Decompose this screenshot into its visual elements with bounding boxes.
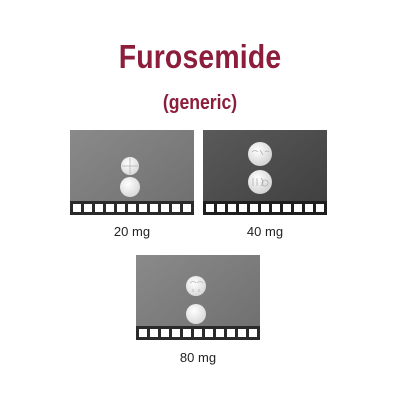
drug-subtitle: (generic) <box>24 92 376 115</box>
tablet-caption-40mg: 40 mg <box>203 224 327 239</box>
drug-title: Furosemide <box>28 38 372 76</box>
tablet-photo-80mg-image <box>136 255 260 340</box>
tablet-photo-20mg-image <box>70 130 194 215</box>
measurement-ruler <box>70 201 194 215</box>
tablet-photo-80mg <box>136 255 260 340</box>
tablet-back <box>120 177 140 197</box>
tablet-back <box>186 304 206 324</box>
measurement-ruler <box>203 201 327 215</box>
tablet-caption-80mg: 80 mg <box>136 350 260 365</box>
tablet-front <box>248 142 272 166</box>
tablet-caption-20mg: 20 mg <box>70 224 194 239</box>
tablet-photo-40mg <box>203 130 327 215</box>
measurement-ruler <box>136 326 260 340</box>
tablet-front <box>186 276 206 296</box>
tablet-photo-40mg-image <box>203 130 327 215</box>
tablet-front <box>121 157 139 175</box>
tablet-photo-20mg <box>70 130 194 215</box>
tablet-back <box>248 170 272 194</box>
